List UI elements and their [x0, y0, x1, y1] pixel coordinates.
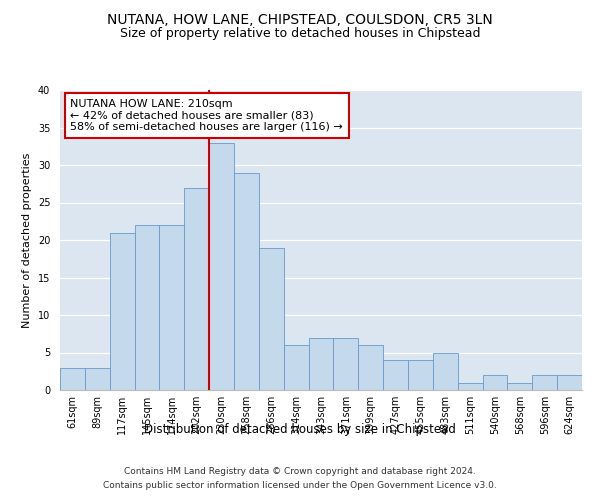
- Text: Size of property relative to detached houses in Chipstead: Size of property relative to detached ho…: [120, 28, 480, 40]
- Bar: [482, 375, 508, 390]
- Bar: [458, 382, 482, 390]
- Bar: [259, 248, 284, 390]
- Bar: [308, 338, 334, 390]
- Bar: [433, 352, 458, 390]
- Bar: [85, 368, 110, 390]
- Bar: [532, 375, 557, 390]
- Text: NUTANA HOW LANE: 210sqm
← 42% of detached houses are smaller (83)
58% of semi-de: NUTANA HOW LANE: 210sqm ← 42% of detache…: [70, 99, 343, 132]
- Bar: [134, 225, 160, 390]
- Bar: [383, 360, 408, 390]
- Bar: [110, 232, 134, 390]
- Bar: [358, 345, 383, 390]
- Bar: [234, 172, 259, 390]
- Y-axis label: Number of detached properties: Number of detached properties: [22, 152, 32, 328]
- Bar: [184, 188, 209, 390]
- Bar: [209, 142, 234, 390]
- Bar: [508, 382, 532, 390]
- Text: Contains public sector information licensed under the Open Government Licence v3: Contains public sector information licen…: [103, 481, 497, 490]
- Bar: [334, 338, 358, 390]
- Bar: [160, 225, 184, 390]
- Bar: [408, 360, 433, 390]
- Text: Distribution of detached houses by size in Chipstead: Distribution of detached houses by size …: [144, 422, 456, 436]
- Bar: [557, 375, 582, 390]
- Text: NUTANA, HOW LANE, CHIPSTEAD, COULSDON, CR5 3LN: NUTANA, HOW LANE, CHIPSTEAD, COULSDON, C…: [107, 12, 493, 26]
- Text: Contains HM Land Registry data © Crown copyright and database right 2024.: Contains HM Land Registry data © Crown c…: [124, 468, 476, 476]
- Bar: [60, 368, 85, 390]
- Bar: [284, 345, 308, 390]
